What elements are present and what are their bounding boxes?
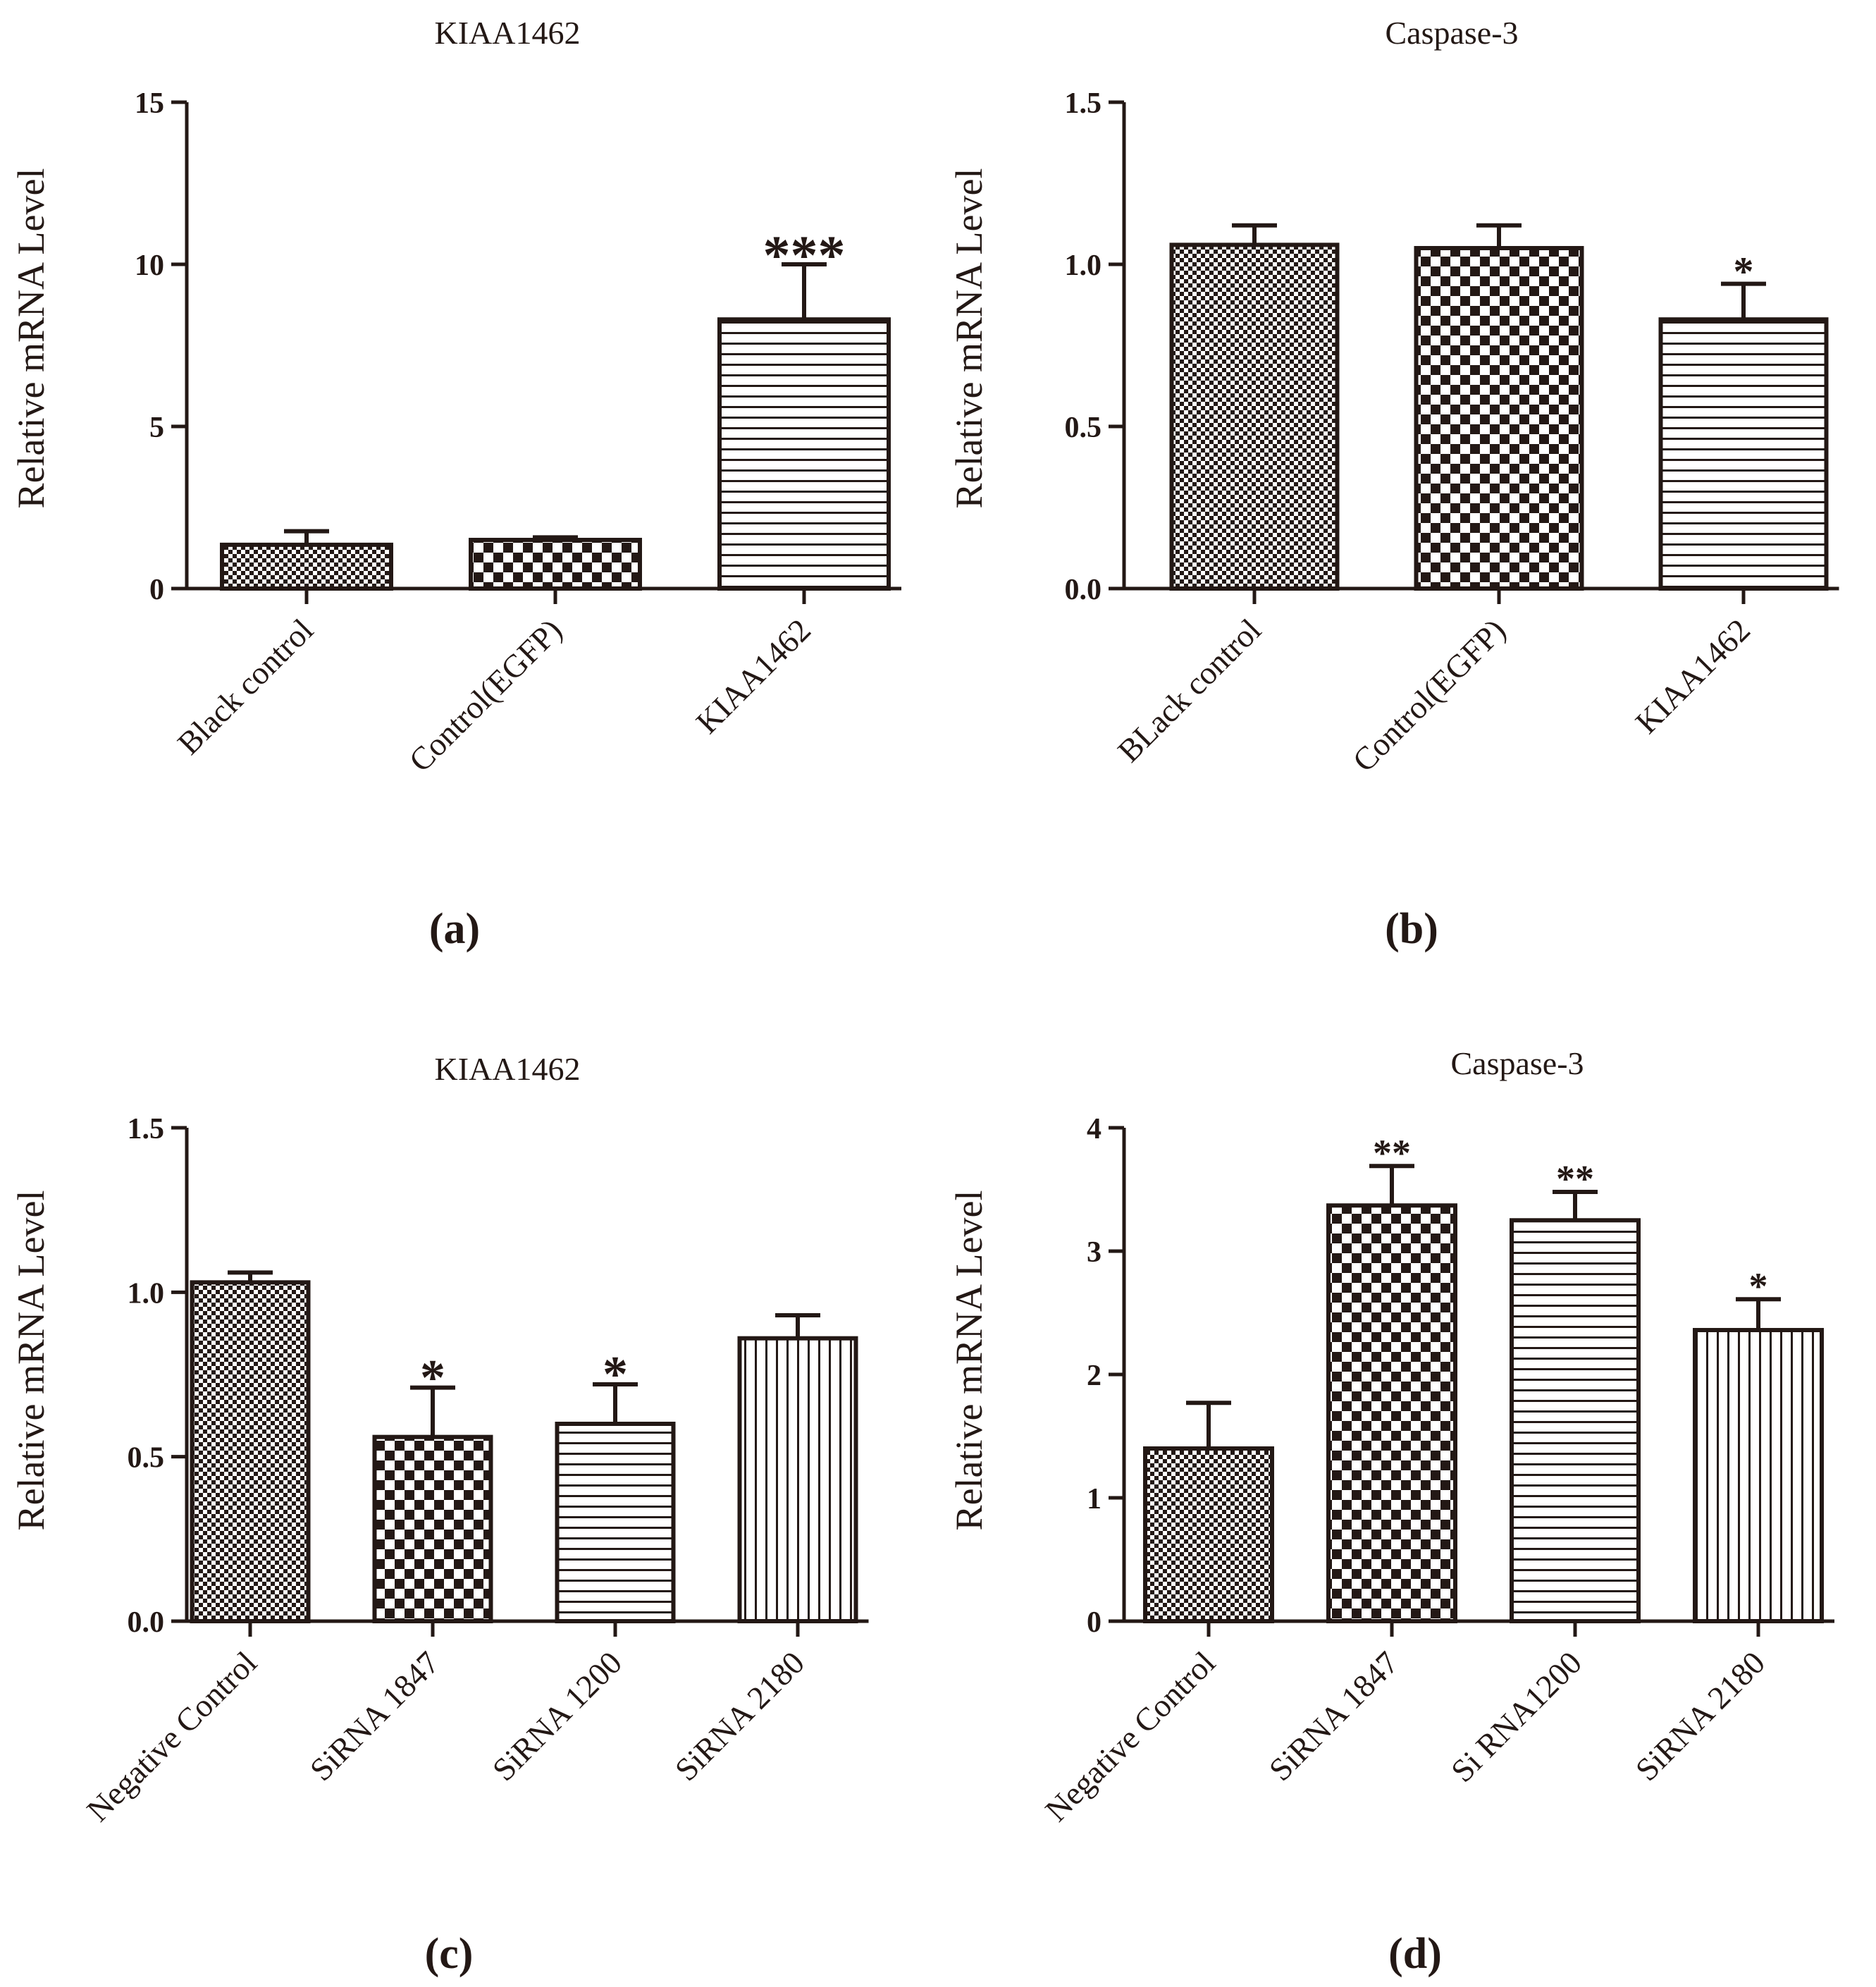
x-tick-label: Si RNA1200 (1444, 1644, 1588, 1789)
bar (1143, 1446, 1274, 1623)
x-tick-label: SiRNA 1847 (303, 1644, 446, 1788)
bar (372, 1434, 493, 1623)
plot-area: 0.0 0.5 1.0 1.5 Negative Control SiRNA 1847 * S… (80, 1113, 869, 1828)
y-tick-label: 1.0 (1065, 250, 1102, 282)
y-axis-label: Relative mRNA Level (948, 1191, 990, 1531)
x-tick-label: SiRNA 2180 (1629, 1644, 1772, 1788)
chart-d: Caspase-3 Relative mRNA Level 0 1 2 3 4 Negat… (948, 1045, 1834, 1978)
y-tick-label: 1.5 (1065, 87, 1102, 120)
panel-label: (d) (1388, 1930, 1442, 1978)
bar (1693, 1328, 1824, 1623)
bar (1326, 1203, 1457, 1623)
y-tick-label: 1.0 (128, 1277, 165, 1310)
significance-label: *** (763, 224, 846, 285)
significance-label: * (603, 1346, 628, 1403)
chart-c: KIAA1462 Relative mRNA Level 0.0 0.5 1.0 1.… (10, 1051, 869, 1978)
y-tick-label: 0 (149, 574, 164, 606)
significance-label: * (1734, 249, 1754, 295)
bar (190, 1280, 311, 1624)
plot-area: 0 1 2 3 4 Negative Control SiRNA 1847 ** Si RNA1… (1038, 1113, 1834, 1828)
y-tick-label: 0.5 (1065, 412, 1102, 444)
panel-label: (a) (429, 905, 480, 953)
x-tick-label: Control(EGFP) (1345, 612, 1512, 779)
bar (220, 542, 393, 591)
y-axis-label: Relative mRNA Level (10, 1191, 52, 1531)
chart-title: Caspase-3 (1450, 1045, 1584, 1081)
bar (1169, 242, 1340, 591)
x-tick-label: Control(EGFP) (402, 612, 569, 779)
y-axis-label: Relative mRNA Level (10, 168, 52, 509)
x-tick-label: BLack control (1111, 612, 1268, 769)
bar (1658, 317, 1829, 591)
y-tick-label: 0.5 (128, 1442, 165, 1475)
y-tick-label: 0 (1087, 1606, 1101, 1639)
y-tick-label: 0.0 (128, 1606, 165, 1639)
x-tick-label: Negative Control (1038, 1644, 1222, 1828)
x-tick-label: SiRNA 1200 (486, 1644, 629, 1788)
chart-title: Caspase-3 (1385, 15, 1518, 51)
plot-area: 0.0 0.5 1.0 1.5 BLack control Control(EGFP) KI… (1065, 87, 1839, 779)
chart-title: KIAA1462 (435, 1051, 581, 1087)
chart-a: KIAA1462 Relative mRNA Level 0 5 10 15 Black… (10, 15, 901, 953)
plot-area: 0 5 10 15 Black control Control(EGFP) KIAA1462… (135, 87, 901, 779)
y-tick-label: 4 (1087, 1113, 1101, 1145)
x-tick-label: SiRNA 2180 (668, 1644, 811, 1788)
bar (737, 1336, 858, 1623)
bar (1510, 1218, 1641, 1623)
y-tick-label: 3 (1087, 1236, 1101, 1269)
y-tick-label: 15 (135, 87, 164, 120)
bar (717, 317, 891, 591)
y-tick-label: 1.5 (128, 1113, 165, 1145)
y-tick-label: 0.0 (1065, 574, 1102, 606)
chart-title: KIAA1462 (435, 15, 581, 51)
bar (469, 538, 642, 591)
x-tick-label: KIAA1462 (1629, 612, 1757, 740)
y-axis-label: Relative mRNA Level (948, 168, 990, 509)
panel-label: (c) (425, 1930, 474, 1978)
y-tick-label: 1 (1087, 1483, 1101, 1515)
panel-label: (b) (1385, 905, 1438, 953)
x-tick-label: KIAA1462 (689, 612, 817, 740)
y-tick-label: 5 (149, 412, 164, 444)
x-tick-label: SiRNA 1847 (1262, 1644, 1405, 1788)
significance-label: * (420, 1349, 445, 1405)
y-tick-label: 10 (135, 250, 164, 282)
significance-label: ** (1556, 1158, 1594, 1200)
chart-b: Caspase-3 Relative mRNA Level 0.0 0.5 1.0 1… (948, 15, 1839, 953)
y-tick-label: 2 (1087, 1360, 1101, 1392)
significance-label: ** (1373, 1132, 1411, 1174)
x-tick-label: Black control (171, 612, 320, 761)
bar (1414, 246, 1584, 591)
significance-label: * (1749, 1265, 1768, 1308)
x-tick-label: Negative Control (80, 1644, 264, 1828)
bar (555, 1422, 676, 1623)
